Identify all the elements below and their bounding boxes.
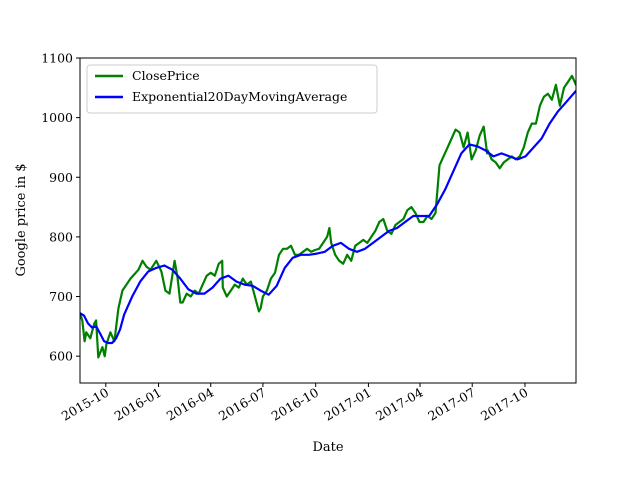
series-line-exponential20daymovingaverage (80, 89, 576, 345)
y-tick-label: 900 (49, 170, 73, 185)
y-tick-label: 1000 (41, 110, 73, 125)
x-axis-label: Date (312, 440, 343, 455)
plot-frame (79, 57, 577, 384)
y-axis-label: Google price in $ (14, 163, 29, 276)
legend-entry-ema20: Exponential20DayMovingAverage (132, 89, 347, 104)
y-tick-label: 700 (49, 289, 73, 304)
y-axis: 600 700 800 900 1000 1100 (41, 51, 80, 364)
series-layer (80, 74, 576, 359)
y-tick-label: 600 (49, 349, 73, 364)
legend-box (86, 64, 378, 114)
y-tick-label: 800 (49, 229, 73, 244)
legend: ClosePrice Exponential20DayMovingAverage (86, 64, 378, 114)
legend-entry-closeprice: ClosePrice (132, 68, 200, 83)
y-tick-label: 1100 (41, 51, 73, 66)
